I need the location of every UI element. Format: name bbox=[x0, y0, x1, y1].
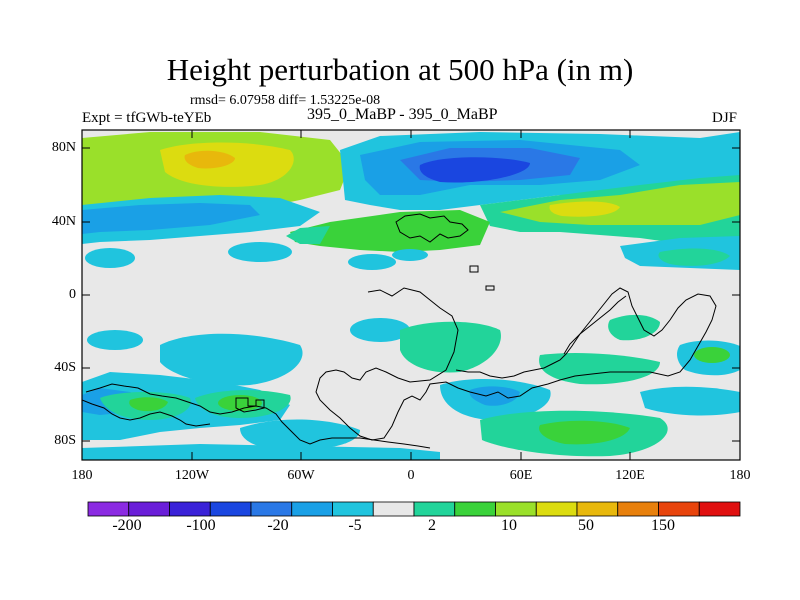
contour-60s-blue-far-e bbox=[640, 386, 740, 416]
colorbar-swatch-9 bbox=[454, 501, 496, 517]
coast-samerica bbox=[85, 383, 431, 449]
contour-40n-green-west2 bbox=[286, 226, 330, 244]
contour-north-blue4 bbox=[419, 157, 530, 183]
coast-small-1 bbox=[469, 265, 479, 273]
contour-e-green bbox=[658, 248, 730, 266]
contour-fields bbox=[82, 132, 740, 460]
colorbar-label-5: 10 bbox=[501, 517, 517, 534]
colorbar-swatch-3 bbox=[209, 501, 252, 517]
colorbar-swatch-1 bbox=[128, 501, 170, 517]
colorbar-swatch-8 bbox=[413, 501, 456, 517]
colorbar-swatch-5 bbox=[291, 501, 333, 517]
colorbar-label-6: 50 bbox=[578, 517, 594, 534]
subtitle: 395_0_MaBP - 395_0_MaBP bbox=[307, 106, 498, 123]
colorbar-swatch-0 bbox=[87, 501, 130, 517]
colorbar bbox=[87, 501, 741, 517]
colorbar-swatch-7 bbox=[372, 501, 415, 517]
ytick-label-40s: 40S bbox=[54, 360, 76, 375]
ytick-label-0: 0 bbox=[69, 287, 76, 302]
contour-60s-lime-w bbox=[129, 397, 168, 412]
contour-60s-lime-e bbox=[539, 420, 630, 445]
colorbar-label-1: -100 bbox=[186, 517, 216, 534]
stats-line: rmsd= 6.07958 diff= 1.53225e-08 bbox=[190, 93, 381, 108]
colorbar-swatch-14 bbox=[658, 501, 700, 517]
xtick-label-0: 0 bbox=[407, 468, 415, 483]
map-title: Height perturbation at 500 hPa (in m) bbox=[166, 52, 634, 87]
contour-blob-1 bbox=[85, 248, 135, 268]
contour-80s-blue bbox=[82, 444, 440, 460]
coast-australia bbox=[563, 295, 627, 355]
colorbar-swatch-13 bbox=[617, 501, 659, 517]
tick-marks bbox=[82, 130, 740, 460]
contour-60s-blue-e2 bbox=[469, 386, 520, 406]
coast-antarctic-w bbox=[82, 399, 211, 427]
colorbar-label-0: -200 bbox=[112, 517, 142, 534]
coast-antarctic-box bbox=[235, 397, 265, 413]
contour-s-blob-2 bbox=[350, 318, 410, 342]
xtick-label-180e: 180 bbox=[729, 468, 751, 483]
xtick-label-60w: 60W bbox=[287, 468, 315, 483]
contour-s-green-mid bbox=[400, 321, 501, 373]
xtick-label-60e: 60E bbox=[509, 468, 533, 483]
contour-blob-4 bbox=[392, 249, 428, 261]
contour-60s-blue-s bbox=[240, 419, 360, 451]
colorbar-label-2: -20 bbox=[267, 517, 289, 534]
contour-s-green-mid2 bbox=[608, 314, 660, 341]
contour-nw-blue2 bbox=[82, 203, 260, 234]
colorbar-swatch-6 bbox=[332, 501, 374, 517]
ytick-label-80n: 80N bbox=[51, 140, 76, 155]
coast-europe bbox=[395, 213, 469, 243]
xtick-label-180w: 180 bbox=[71, 468, 93, 483]
contour-40n-green-west bbox=[290, 210, 490, 252]
xtick-label-120e: 120E bbox=[615, 468, 645, 483]
coast-africa bbox=[315, 287, 717, 441]
colorbar-swatch-2 bbox=[169, 501, 211, 517]
colorbar-swatch-4 bbox=[250, 501, 293, 517]
experiment-label: Expt = tfGWb-teYEb bbox=[82, 110, 212, 126]
contour-blob-2 bbox=[228, 242, 292, 262]
colorbar-label-4: 2 bbox=[428, 517, 436, 534]
colorbar-swatch-15 bbox=[698, 501, 741, 517]
season-label: DJF bbox=[712, 110, 738, 126]
coastlines bbox=[82, 213, 717, 449]
coast-small-2 bbox=[485, 285, 495, 291]
contour-blob-3 bbox=[348, 254, 396, 270]
contour-north-orange bbox=[184, 150, 235, 169]
contour-40n-yellow bbox=[549, 201, 620, 217]
contour-60s-lime-mid bbox=[218, 395, 262, 411]
colorbar-swatch-10 bbox=[495, 501, 537, 517]
contour-s-blob-1 bbox=[87, 330, 143, 350]
contour-s-green-e bbox=[694, 347, 730, 363]
contour-s-green-520 bbox=[539, 352, 660, 385]
colorbar-swatch-11 bbox=[535, 501, 578, 517]
colorbar-label-7: 150 bbox=[651, 517, 675, 534]
ytick-label-80s: 80S bbox=[54, 433, 76, 448]
colorbar-swatch-12 bbox=[576, 501, 619, 517]
xtick-label-120w: 120W bbox=[174, 468, 210, 483]
contour-s-blue-mid bbox=[160, 333, 303, 386]
colorbar-label-3: -5 bbox=[348, 517, 362, 534]
ytick-label-40n: 40N bbox=[51, 214, 76, 229]
